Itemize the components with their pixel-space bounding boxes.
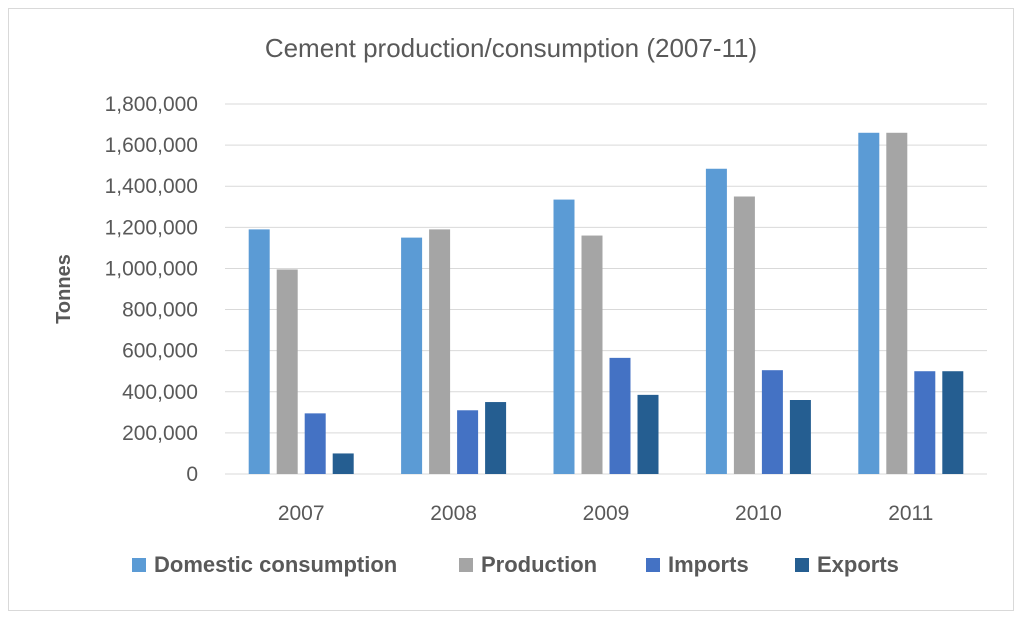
y-tick-label: 200,000 (122, 422, 198, 445)
bar-domestic-consumption-2007 (248, 229, 270, 474)
bar-exports-2009 (637, 394, 659, 474)
y-axis-label: Tonnes (53, 254, 75, 324)
legend-swatch (646, 558, 660, 572)
legend-label: Imports (668, 552, 749, 577)
bar-domestic-consumption-2011 (858, 132, 880, 474)
legend: Domestic consumption Production Imports Exp… (132, 552, 899, 577)
bar-production-2009 (581, 235, 603, 474)
chart-title: Cement production/consumption (2007-11) (265, 33, 757, 63)
bar-production-2011 (886, 132, 908, 474)
legend-swatch (132, 558, 146, 572)
bar-imports-2009 (609, 357, 631, 474)
y-tick-label: 0 (186, 463, 198, 486)
bar-production-2007 (276, 269, 298, 474)
bars (248, 132, 964, 475)
bar-imports-2007 (304, 413, 326, 474)
y-tick-label: 1,200,000 (105, 216, 198, 239)
bar-imports-2011 (914, 371, 936, 474)
legend-label: Exports (817, 552, 899, 577)
legend-swatch (795, 558, 809, 572)
x-tick-label: 2008 (430, 502, 477, 525)
bar-exports-2008 (485, 402, 507, 474)
bar-domestic-consumption-2008 (401, 237, 423, 474)
y-axis-ticks: 0 200,000 400,000 600,000 800,000 1,000,000 1,… (105, 93, 198, 486)
y-tick-label: 1,800,000 (105, 93, 198, 116)
y-tick-label: 1,600,000 (105, 134, 198, 157)
y-tick-label: 600,000 (122, 340, 198, 363)
y-tick-label: 1,400,000 (105, 175, 198, 198)
y-tick-label: 400,000 (122, 381, 198, 404)
bar-exports-2010 (789, 400, 811, 474)
bar-exports-2011 (942, 371, 964, 474)
bar-production-2010 (733, 196, 755, 474)
bar-imports-2010 (761, 370, 783, 474)
x-tick-label: 2011 (888, 502, 933, 525)
bar-domestic-consumption-2010 (705, 168, 727, 474)
y-tick-label: 800,000 (122, 299, 198, 322)
bar-imports-2008 (457, 410, 479, 474)
x-axis-ticks: 2007 2008 2009 2010 2011 (278, 502, 934, 525)
bar-domestic-consumption-2009 (553, 199, 575, 475)
x-tick-label: 2010 (735, 502, 782, 525)
legend-label: Domestic consumption (154, 552, 397, 577)
y-tick-label: 1,000,000 (105, 257, 198, 280)
bar-exports-2007 (332, 453, 354, 474)
legend-swatch (459, 558, 473, 572)
bar-production-2008 (429, 229, 451, 474)
legend-label: Production (481, 552, 597, 577)
x-tick-label: 2009 (583, 502, 630, 525)
x-tick-label: 2007 (278, 502, 325, 525)
